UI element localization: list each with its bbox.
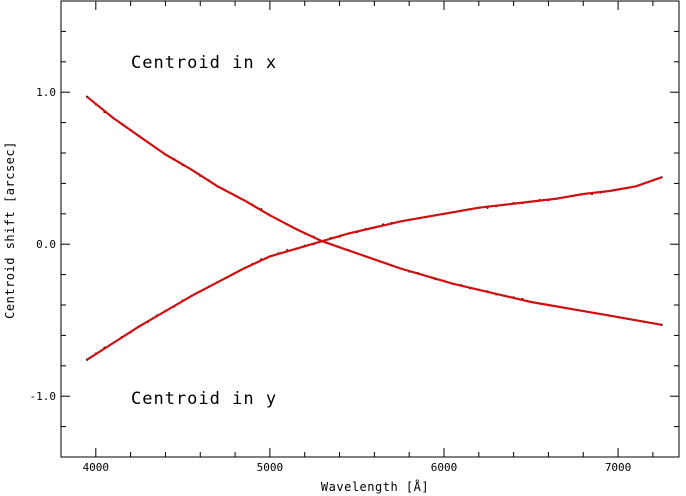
x-tick-label: 6000 — [431, 461, 458, 474]
fit-curve — [86, 95, 662, 326]
plot-frame — [60, 0, 680, 458]
x-tick-label: 7000 — [605, 461, 632, 474]
fit-curve — [86, 176, 662, 361]
y-axis-label: Centroid shift [arcsec] — [3, 141, 17, 319]
annotation-centroid-y: Centroid in y — [131, 389, 277, 409]
y-tick-label: 0.0 — [36, 238, 56, 251]
y-tick-label: -1.0 — [30, 390, 57, 403]
y-tick-label: 1.0 — [36, 86, 56, 99]
axis-ticks — [60, 0, 679, 458]
tick-labels: 4000 5000 6000 7000 -1.0 0.0 1.0 — [30, 86, 632, 474]
annotation-centroid-x: Centroid in x — [131, 53, 277, 73]
x-axis-label: Wavelength [Å] — [321, 479, 429, 494]
x-tick-label: 4000 — [83, 461, 110, 474]
fit-lines — [86, 95, 662, 361]
x-tick-label: 5000 — [257, 461, 284, 474]
